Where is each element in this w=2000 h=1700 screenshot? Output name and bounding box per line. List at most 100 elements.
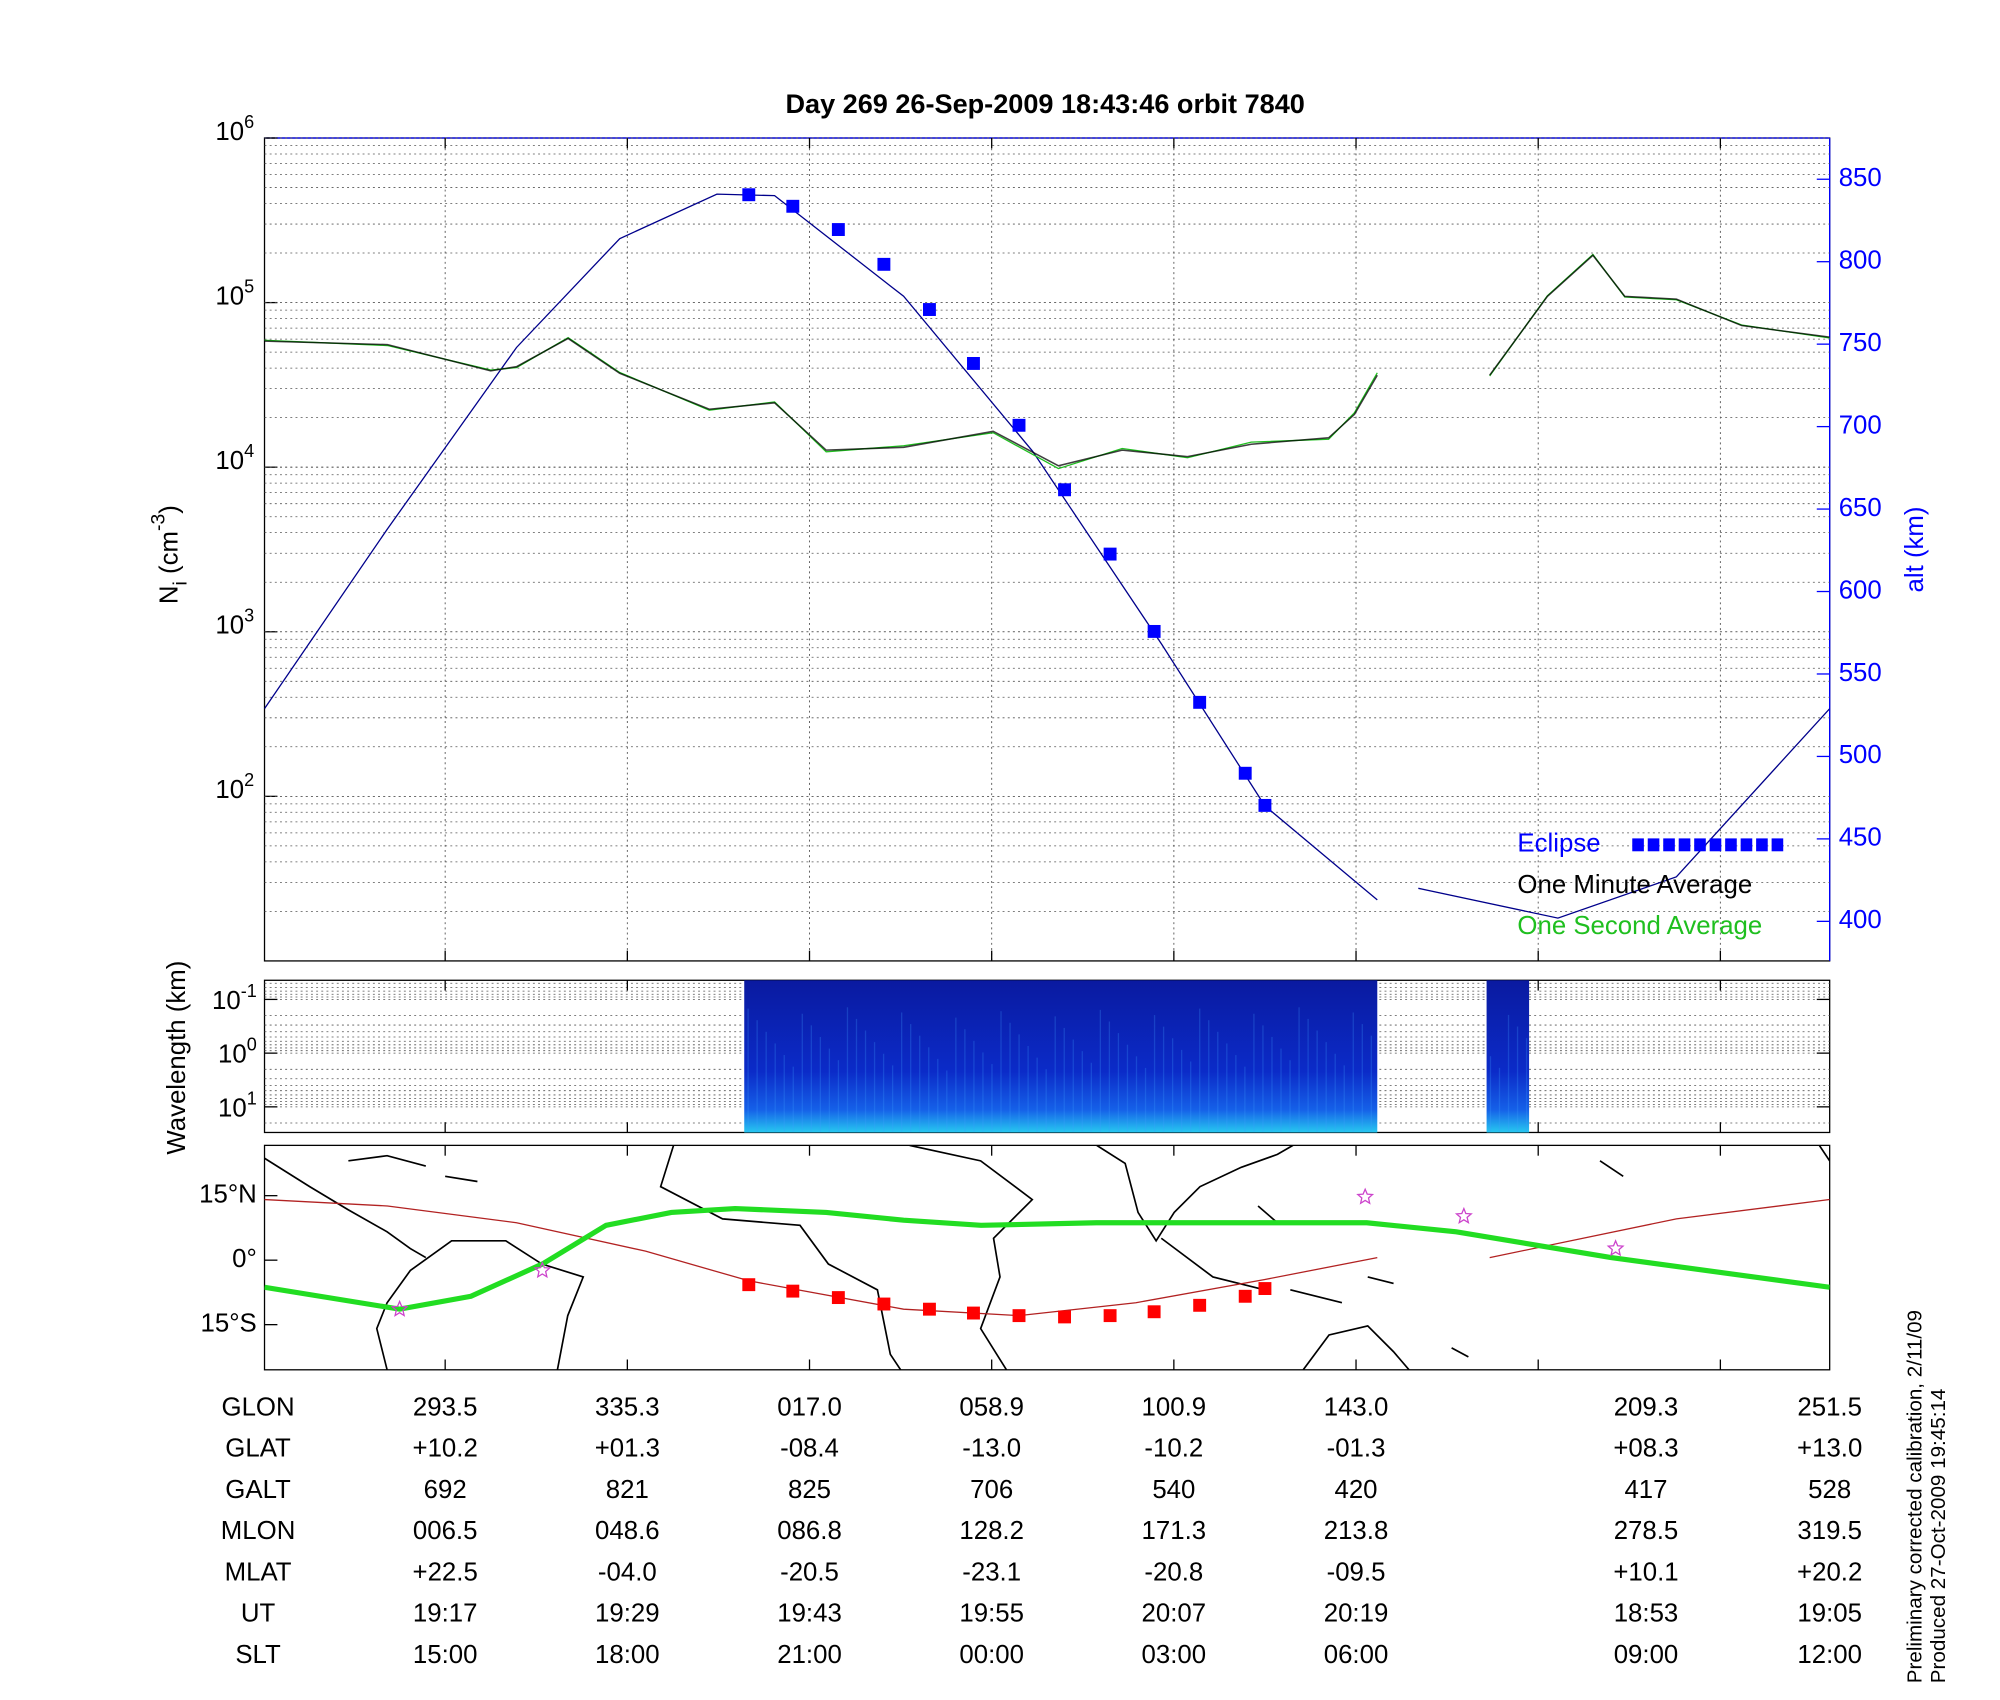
legend-marker xyxy=(1694,838,1706,852)
table-cell: 20:07 xyxy=(1142,1600,1207,1628)
table-cell: -08.4 xyxy=(780,1435,839,1463)
table-cell: 209.3 xyxy=(1614,1393,1679,1421)
table-cell: -10.2 xyxy=(1144,1435,1203,1463)
eclipse-track-marker xyxy=(742,1278,756,1292)
table-cell: 825 xyxy=(788,1476,831,1504)
table-cell: 06:00 xyxy=(1324,1641,1389,1669)
eclipse-track-marker xyxy=(1238,1289,1252,1303)
table-cell: +01.3 xyxy=(595,1435,660,1463)
legend-marker xyxy=(1678,838,1691,852)
legend-label: One Second Average xyxy=(1517,912,1762,940)
star-marker xyxy=(1356,1187,1375,1205)
map-area xyxy=(264,1187,1830,1324)
table-cell: 18:00 xyxy=(595,1641,660,1669)
table-cell: 19:17 xyxy=(413,1600,478,1628)
table-cell: 03:00 xyxy=(1142,1641,1207,1669)
eclipse-marker xyxy=(1012,418,1026,432)
y2-tick-label: 750 xyxy=(1839,329,1882,357)
y-tick-label: 15°N xyxy=(199,1180,257,1208)
legend-label: One Minute Average xyxy=(1517,871,1752,899)
table-cell: 706 xyxy=(970,1476,1013,1504)
eclipse-track-marker xyxy=(1012,1309,1026,1323)
legend-marker xyxy=(1632,838,1644,852)
eclipse-marker xyxy=(831,223,845,236)
table-cell: +22.5 xyxy=(413,1558,478,1586)
table-cell: 143.0 xyxy=(1324,1393,1389,1421)
table-cell: -01.3 xyxy=(1327,1435,1386,1463)
table-cell: +20.2 xyxy=(1797,1558,1862,1586)
y-tick-label: 106 xyxy=(215,112,254,146)
table-cell: 100.9 xyxy=(1142,1393,1207,1421)
table-cell: 20:19 xyxy=(1324,1600,1389,1628)
y2-tick-label: 600 xyxy=(1839,576,1882,604)
density-line xyxy=(264,254,1830,467)
table-cell: 278.5 xyxy=(1614,1517,1679,1545)
table-cell: +10.2 xyxy=(413,1435,478,1463)
dip-equator xyxy=(264,1205,1830,1312)
spectrogram-block xyxy=(744,980,1378,1133)
row-label: GALT xyxy=(225,1476,291,1504)
eclipse-marker xyxy=(1103,547,1117,561)
label-part: ) xyxy=(155,505,183,514)
table-cell: 12:00 xyxy=(1797,1641,1862,1669)
footer-note: Preliminary corrected calibration, 2/11/… xyxy=(1904,1310,1927,1683)
y-tick-label: 0° xyxy=(232,1245,257,1273)
star-marker xyxy=(1454,1206,1473,1225)
eclipse-track-marker xyxy=(922,1302,936,1316)
table-cell: 213.8 xyxy=(1324,1517,1389,1545)
eclipse-marker xyxy=(1258,798,1272,812)
eclipse-marker xyxy=(877,257,891,271)
y-tick-label: 10-1 xyxy=(212,981,257,1015)
label-part: (cm xyxy=(155,531,183,581)
table-cell: 006.5 xyxy=(413,1517,478,1545)
y-tick-label: 105 xyxy=(215,276,254,310)
y-tick-label: 100 xyxy=(218,1034,257,1068)
y2-tick-label: 550 xyxy=(1839,659,1882,687)
table-cell: 19:55 xyxy=(959,1600,1024,1628)
table-cell: 692 xyxy=(424,1476,467,1504)
eclipse-track-marker xyxy=(877,1297,891,1311)
legend-marker xyxy=(1663,838,1675,852)
eclipse-track-marker xyxy=(967,1306,980,1320)
table-cell: 19:29 xyxy=(595,1600,660,1628)
y-axis-label: Ni (cm-3) xyxy=(147,505,191,604)
eclipse-track-marker xyxy=(1103,1309,1117,1323)
label-part: i xyxy=(169,581,191,585)
table-cell: 420 xyxy=(1335,1476,1378,1504)
table-cell: 293.5 xyxy=(413,1393,478,1421)
table-cell: 21:00 xyxy=(777,1641,842,1669)
table-cell: 417 xyxy=(1624,1476,1667,1504)
eclipse-marker xyxy=(1193,695,1207,709)
table-cell: -09.5 xyxy=(1327,1558,1386,1586)
label-part: -3 xyxy=(147,514,169,531)
y-tick-label: 102 xyxy=(215,770,254,804)
row-label: MLAT xyxy=(225,1558,292,1586)
table-cell: 171.3 xyxy=(1142,1517,1207,1545)
legend-marker xyxy=(1756,838,1768,852)
y2-tick-label: 450 xyxy=(1839,824,1882,852)
legend-label: Eclipse xyxy=(1517,830,1600,858)
legend-marker xyxy=(1725,838,1737,852)
eclipse-marker xyxy=(786,199,800,213)
table-cell: -04.0 xyxy=(598,1558,657,1586)
chart-title: Day 269 26-Sep-2009 18:43:46 orbit 7840 xyxy=(785,88,1304,119)
y-tick-label: 104 xyxy=(215,441,254,475)
eclipse-marker xyxy=(1238,766,1252,780)
spectrogram-y-label: Wavelength (km) xyxy=(163,961,191,1155)
eclipse-track-marker xyxy=(786,1284,800,1298)
y-tick-label: 101 xyxy=(218,1088,257,1122)
table-cell: -20.8 xyxy=(1144,1558,1203,1586)
star-marker xyxy=(1606,1239,1625,1257)
row-label: GLON xyxy=(222,1393,295,1421)
table-cell: 528 xyxy=(1808,1476,1851,1504)
table-cell: +08.3 xyxy=(1613,1435,1678,1463)
table-cell: +13.0 xyxy=(1797,1435,1862,1463)
eclipse-track-marker xyxy=(1147,1305,1161,1319)
spectrogram-block xyxy=(1486,980,1530,1133)
ground-track xyxy=(264,1198,1830,1317)
table-cell: -20.5 xyxy=(780,1558,839,1586)
legend-marker xyxy=(1740,838,1753,852)
eclipse-marker xyxy=(1058,483,1072,497)
legend-marker xyxy=(1709,838,1722,852)
